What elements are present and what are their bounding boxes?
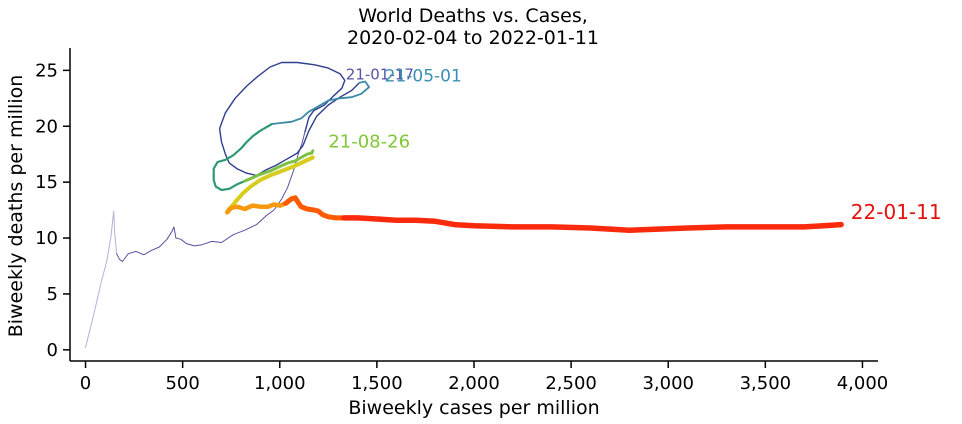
x-tick-label: 1,000: [254, 373, 306, 394]
x-axis-label: Biweekly cases per million: [348, 397, 599, 419]
x-tick-label: 4,000: [837, 373, 889, 394]
plot-area: [85, 61, 844, 349]
x-tick-label: 0: [80, 373, 91, 394]
y-axis-label: Biweekly deaths per million: [5, 75, 27, 338]
x-tick-label: 1,500: [351, 373, 403, 394]
date-annotation: 21-01-17: [346, 65, 414, 83]
x-tick-label: 2,500: [545, 373, 597, 394]
series-line-9: [341, 215, 844, 233]
chart-subtitle: 2020-02-04 to 2022-01-11: [347, 27, 599, 49]
x-axis-ticks: 0 500 1,000 1,500 2,000 2,500 3,000 3,500 4,000: [80, 361, 888, 394]
x-tick-label: 500: [165, 373, 199, 394]
series-line-3: [271, 80, 371, 125]
series-line-5: [243, 149, 315, 183]
date-annotation: 21-05-01: [385, 67, 462, 87]
y-tick-label: 5: [47, 284, 58, 305]
date-annotation: 22-01-11: [851, 200, 942, 224]
series-line-1: [116, 131, 306, 262]
y-tick-label: 10: [35, 228, 58, 249]
series-line-4: [212, 122, 274, 192]
series-line-7: [225, 201, 288, 215]
y-axis-ticks: 0 5 10 15 20 25: [35, 60, 70, 361]
series-line-8: [283, 195, 347, 221]
y-tick-label: 20: [35, 116, 58, 137]
date-annotation: 21-08-26: [328, 131, 410, 152]
x-tick-label: 3,000: [642, 373, 694, 394]
x-tick-label: 3,500: [740, 373, 792, 394]
y-tick-label: 15: [35, 172, 58, 193]
series-line-0: [85, 210, 118, 349]
x-tick-label: 2,000: [448, 373, 500, 394]
series-line-6: [227, 155, 315, 211]
y-tick-label: 0: [47, 340, 58, 361]
chart-title: World Deaths vs. Cases,: [358, 5, 588, 27]
y-tick-label: 25: [35, 60, 58, 81]
series-line-2: [218, 61, 361, 177]
